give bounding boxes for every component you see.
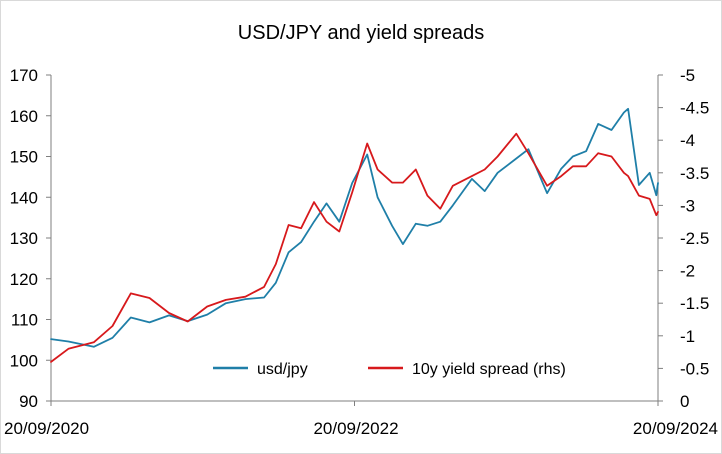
x-axis-ticks: 20/09/2020 20/09/2022 20/09/2024 xyxy=(4,401,718,438)
x-tick-label: 20/09/2024 xyxy=(633,419,718,438)
series-line-yield-spread xyxy=(50,132,659,363)
chart-title: USD/JPY and yield spreads xyxy=(238,22,484,44)
right-tick-label: 0 xyxy=(680,392,689,411)
right-tick-label: -0.5 xyxy=(680,359,709,378)
left-tick-label: 90 xyxy=(19,392,38,411)
left-tick-label: 110 xyxy=(11,311,38,330)
left-tick-label: 150 xyxy=(10,148,38,167)
right-tick-label: -3.5 xyxy=(680,164,709,183)
left-tick-label: 120 xyxy=(10,270,38,289)
series-layer xyxy=(50,107,659,363)
left-tick-label: 130 xyxy=(10,229,38,248)
right-tick-label: -3 xyxy=(680,196,695,215)
left-tick-label: 170 xyxy=(10,66,38,85)
right-tick-label: -4.5 xyxy=(680,99,709,118)
legend-item-usdjpy[interactable]: usd/jpy xyxy=(213,361,308,378)
right-tick-label: -2.5 xyxy=(680,229,709,248)
left-tick-label: 100 xyxy=(10,351,38,370)
legend-label-yield-spread: 10y yield spread (rhs) xyxy=(412,361,566,378)
x-tick-label: 20/09/2020 xyxy=(4,419,89,438)
left-y-axis-ticks: 170 160 150 140 130 120 110 100 90 xyxy=(10,66,51,411)
left-tick-label: 160 xyxy=(10,107,38,126)
right-y-axis-ticks: -5 -4.5 -4 -3.5 -3 -2.5 -2 -1.5 -1 -0.5 0 xyxy=(658,66,709,411)
right-tick-label: -1 xyxy=(680,327,695,346)
right-tick-label: -2 xyxy=(680,262,695,281)
legend-item-yield-spread[interactable]: 10y yield spread (rhs) xyxy=(368,361,566,378)
right-tick-label: -4 xyxy=(680,131,695,150)
legend: usd/jpy 10y yield spread (rhs) xyxy=(213,361,566,378)
legend-label-usdjpy: usd/jpy xyxy=(257,361,308,378)
right-tick-label: -1.5 xyxy=(680,294,709,313)
series-line-usdjpy xyxy=(50,107,659,348)
right-tick-label: -5 xyxy=(680,66,695,85)
x-tick-label: 20/09/2022 xyxy=(313,419,398,438)
left-tick-label: 140 xyxy=(10,188,38,207)
